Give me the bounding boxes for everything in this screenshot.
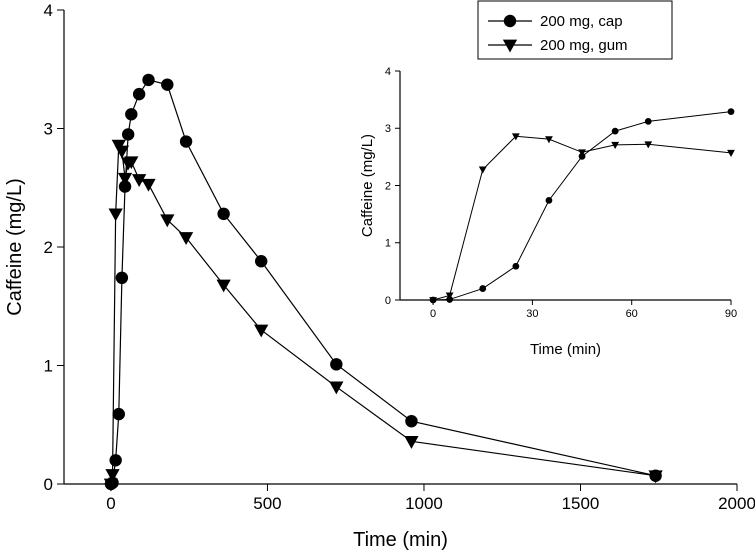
inset-series-gum: [429, 133, 735, 305]
inset-data-point: [727, 108, 735, 116]
inset-data-point: [644, 141, 653, 149]
inset-plot: 0 1 2 3 4 0 30 60 90 Time (min) Caffeine (mg/L): [359, 66, 737, 358]
y-tick-label: 3: [44, 119, 53, 138]
data-point: [217, 207, 230, 221]
x-tick-label: 2000: [718, 494, 755, 513]
legend-marker: [503, 14, 517, 28]
data-point: [121, 128, 135, 141]
data-point: [142, 73, 155, 87]
inset-y-tick-label: 1: [385, 238, 391, 250]
data-point: [404, 435, 419, 449]
series-line: [110, 142, 656, 485]
y-tick-label: 4: [44, 1, 53, 20]
data-point: [160, 214, 175, 228]
inset-data-point: [545, 196, 553, 204]
legend-entry-cap: 200 mg, cap: [488, 13, 623, 30]
data-point: [132, 87, 146, 101]
data-point: [115, 271, 129, 285]
legend: 200 mg, cap 200 mg, gum: [477, 0, 673, 60]
inset-y-axis-label: Caffeine (mg/L): [359, 134, 376, 237]
series-gum: [103, 139, 663, 492]
inset-y-tick-label: 4: [385, 66, 391, 78]
data-point: [330, 358, 343, 371]
inset-data-point: [479, 285, 487, 292]
data-point: [178, 232, 194, 246]
inset-y-tick-label: 0: [385, 295, 391, 307]
data-point: [117, 172, 133, 186]
main-plot: 0 1 2 3 4 0 500 1000 1500 2000 Time (min) Caffeine …: [4, 1, 755, 551]
data-point: [118, 180, 132, 193]
inset-series-line: [433, 111, 732, 301]
data-point: [141, 178, 156, 192]
inset-data-point: [578, 149, 586, 157]
inset-x-tick-label: 0: [430, 308, 436, 320]
inset-y-tick-label: 3: [385, 123, 391, 135]
data-point: [254, 324, 269, 338]
inset-data-point: [445, 292, 454, 300]
data-point: [216, 279, 231, 293]
data-point: [112, 407, 125, 421]
series-cap: [104, 73, 662, 491]
data-point: [103, 478, 119, 492]
y-tick-label: 1: [44, 356, 53, 375]
data-point: [405, 414, 418, 428]
data-point: [125, 108, 138, 121]
data-point: [161, 78, 174, 91]
inset-data-point: [429, 297, 438, 305]
data-point: [179, 135, 193, 148]
inset-x-tick-label: 60: [626, 308, 638, 320]
inset-data-point: [511, 133, 520, 141]
series-line: [110, 79, 656, 485]
inset-x-axis-label: Time (min): [530, 341, 601, 358]
data-point: [108, 208, 123, 222]
legend-label: 200 mg, gum: [540, 37, 628, 54]
inset-data-point: [512, 262, 520, 270]
inset-data-point: [644, 117, 652, 125]
inset-data-point: [727, 149, 735, 157]
data-point: [131, 174, 147, 187]
data-point: [329, 381, 344, 395]
data-point: [255, 255, 268, 268]
x-tick-label: 1000: [405, 494, 443, 513]
y-tick-label: 2: [44, 238, 53, 257]
inset-x-tick-label: 30: [526, 308, 538, 320]
legend-marker: [502, 39, 518, 53]
data-point: [105, 469, 120, 483]
data-point: [109, 454, 122, 467]
inset-y-tick-label: 2: [385, 180, 391, 192]
inset-series-line: [432, 135, 732, 301]
inset-x-tick-label: 90: [725, 308, 737, 320]
inset-series-cap: [429, 108, 735, 304]
inset-data-point: [478, 166, 487, 174]
x-tick-label: 1500: [562, 494, 600, 513]
x-tick-label: 500: [253, 494, 281, 513]
legend-label: 200 mg, cap: [540, 13, 623, 30]
data-point: [114, 145, 130, 159]
y-tick-label: 0: [44, 475, 53, 494]
x-axis-label: Time (min): [353, 529, 448, 551]
data-point: [124, 156, 139, 170]
y-axis-label: Caffeine (mg/L): [4, 178, 26, 315]
inset-data-point: [611, 141, 620, 149]
data-point: [648, 470, 663, 484]
x-tick-label: 0: [106, 494, 115, 513]
inset-data-point: [545, 136, 553, 144]
legend-entry-gum: 200 mg, gum: [488, 37, 628, 54]
inset-data-point: [611, 127, 619, 135]
